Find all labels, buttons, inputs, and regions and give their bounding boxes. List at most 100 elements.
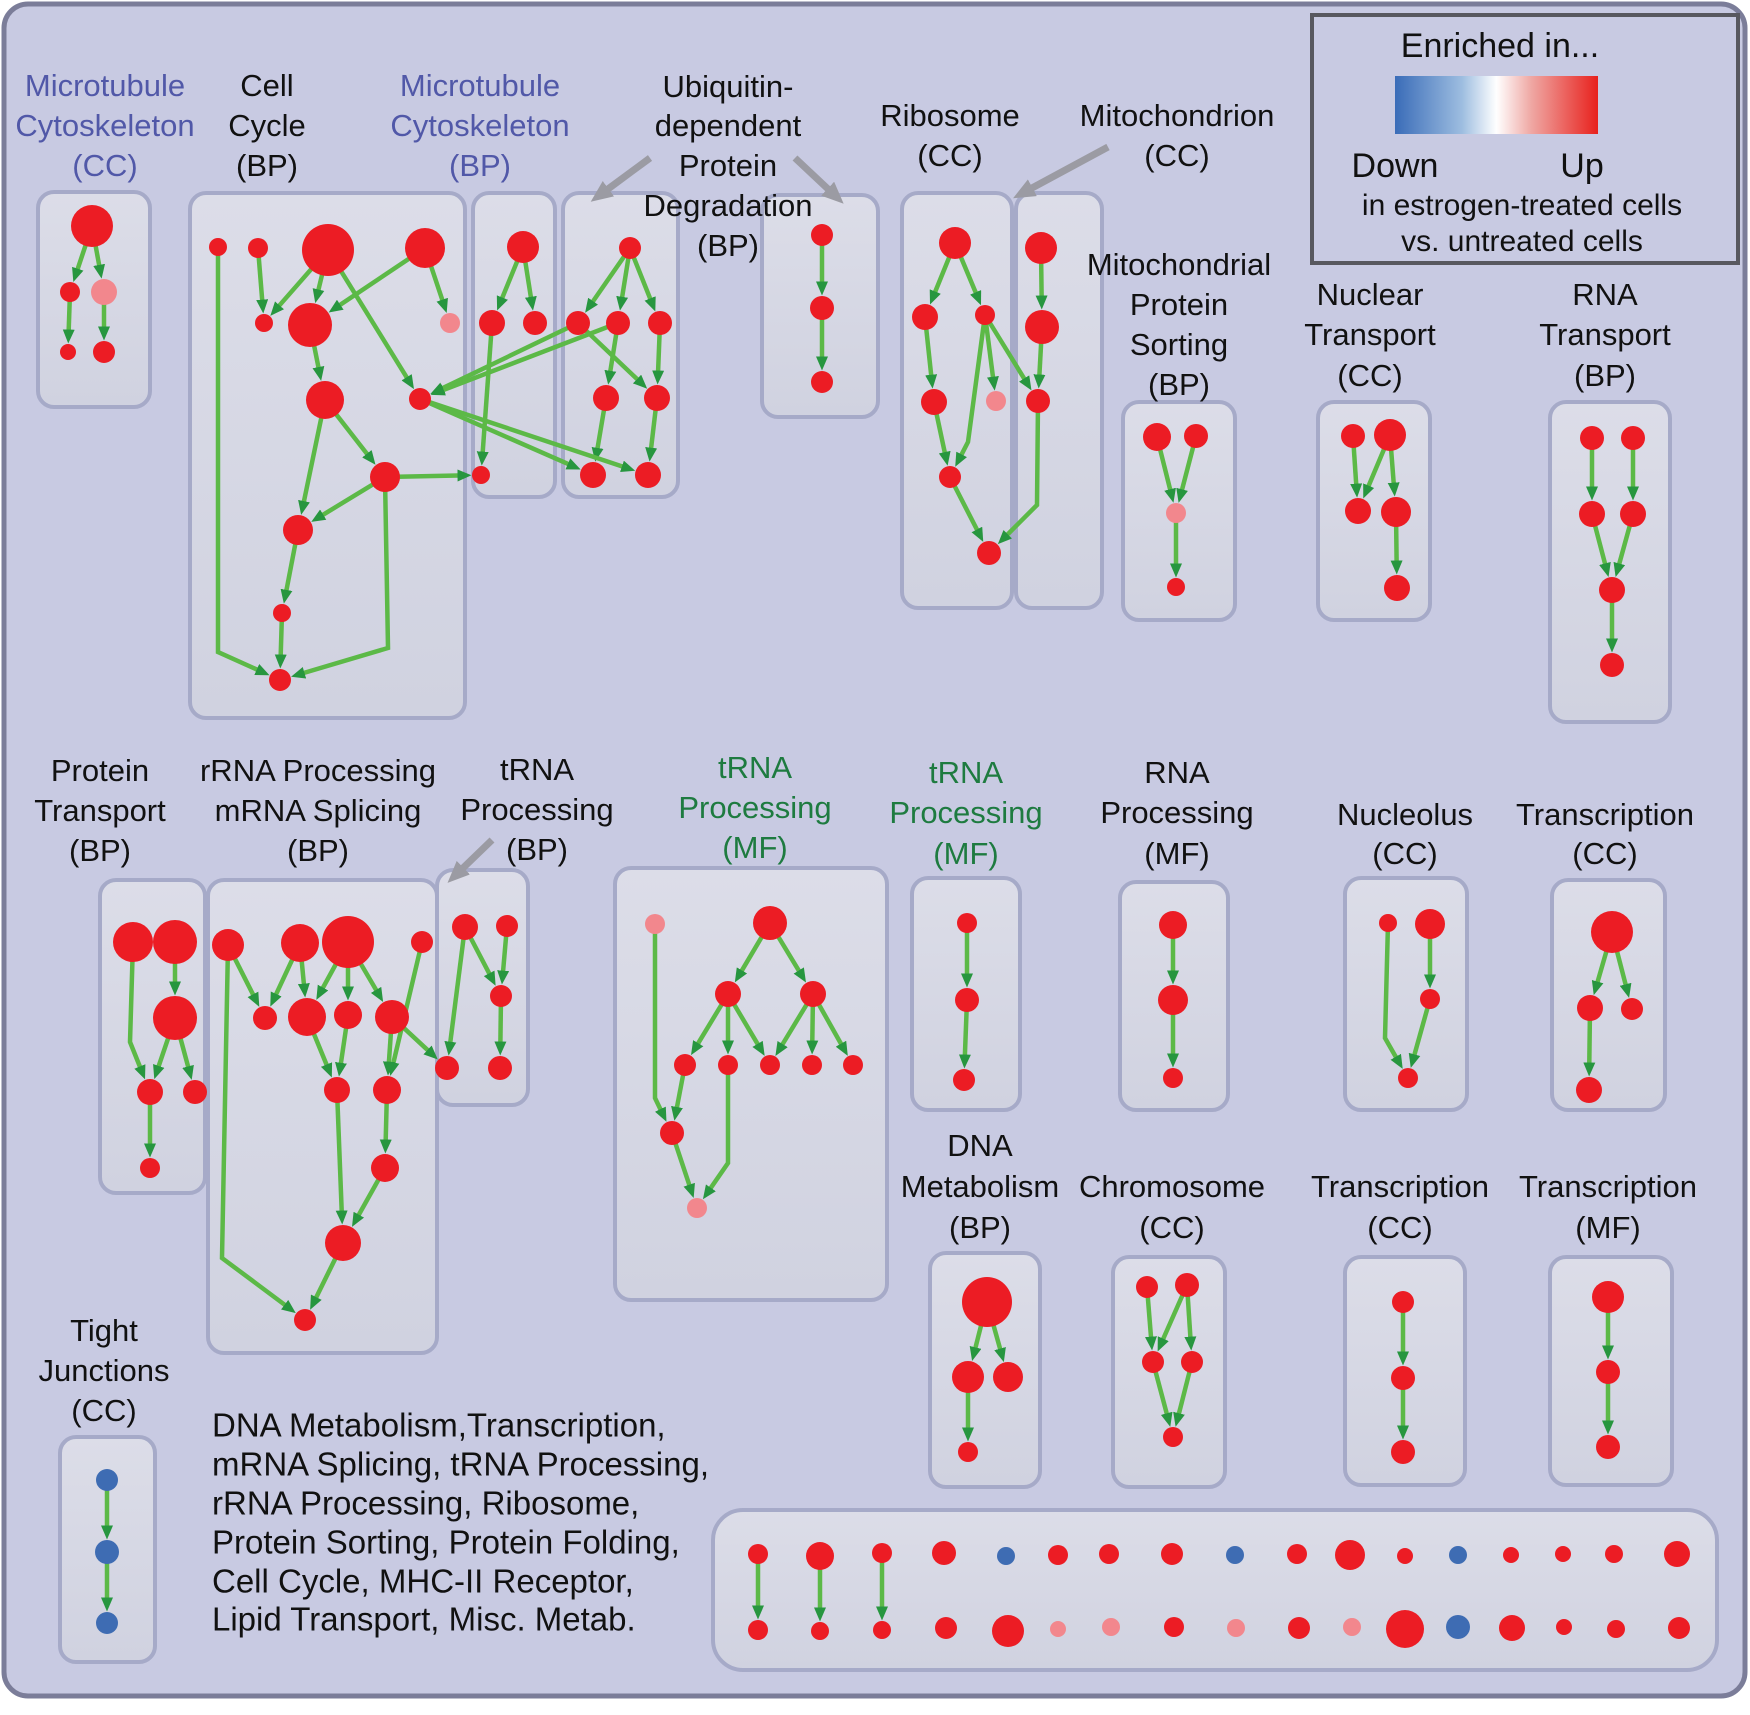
ubiquitin-arrow-right <box>792 155 844 204</box>
go-term-node-cell-cycle-bp-4 <box>255 314 273 332</box>
go-term-node-rrna-processing-mrna-splicing-bp-1 <box>281 924 319 962</box>
legend: Enriched in... Down Up in estrogen-treated … <box>1310 13 1740 265</box>
go-term-node-ubiquitin-degradation-bp-1-7 <box>635 462 661 488</box>
group-label-transcription-cc-bottom: (CC) <box>1367 1210 1432 1245</box>
legend-up-label: Up <box>1560 147 1603 185</box>
group-box-chromosome-cc <box>1111 1255 1227 1489</box>
go-term-node-cell-cycle-bp-0 <box>209 238 227 256</box>
go-term-node-rrna-processing-mrna-splicing-bp-8 <box>324 1077 350 1103</box>
go-term-node-protein-transport-bp-3 <box>137 1079 163 1105</box>
edge-arrow-ubiq1-to-cellcycle-a <box>430 320 579 395</box>
group-label-ribosome-cc: (CC) <box>917 138 982 173</box>
group-label-trna-processing-bp: Processing <box>460 792 613 827</box>
group-label-rrna-processing-mrna-splicing-bp: (BP) <box>287 833 349 868</box>
group-label-tight-junctions-cc: (CC) <box>71 1393 136 1428</box>
group-label-trna-processing-mf-small: tRNA <box>929 755 1003 790</box>
go-term-node-misc-categories-band-3 <box>811 1622 829 1640</box>
go-term-node-ubiquitin-degradation-bp-1-6 <box>580 462 606 488</box>
go-term-node-rna-transport-bp-0 <box>1580 426 1604 450</box>
group-box-misc-categories-band <box>711 1508 1719 1672</box>
go-term-node-rrna-processing-mrna-splicing-bp-3 <box>411 931 433 953</box>
go-term-node-misc-categories-band-17 <box>1227 1619 1245 1637</box>
group-label-transcription-cc-bottom: Transcription <box>1311 1169 1489 1204</box>
group-label-chromosome-cc: (CC) <box>1139 1210 1204 1245</box>
go-term-node-rna-transport-bp-1 <box>1621 426 1645 450</box>
group-label-mitochondrial-protein-sorting-bp: Sorting <box>1130 327 1228 362</box>
go-term-node-rna-transport-bp-4 <box>1599 577 1625 603</box>
go-term-node-microtubule-cytoskeleton-bp-0 <box>507 231 539 263</box>
go-term-node-rna-transport-bp-3 <box>1620 501 1646 527</box>
go-term-node-misc-categories-band-26 <box>1503 1547 1519 1563</box>
go-term-node-trna-processing-bp-3 <box>435 1056 459 1080</box>
go-term-node-misc-categories-band-0 <box>748 1544 768 1564</box>
mitochondrion-arrow <box>1013 143 1110 199</box>
go-term-node-misc-categories-band-33 <box>1668 1617 1690 1639</box>
group-label-rna-processing-mf: (MF) <box>1144 836 1209 871</box>
go-term-node-dna-metabolism-bp-3 <box>958 1442 978 1462</box>
go-term-node-protein-transport-bp-2 <box>153 996 197 1040</box>
group-label-tight-junctions-cc: Junctions <box>39 1353 170 1388</box>
go-term-node-transcription-cc-bottom-2 <box>1391 1440 1415 1464</box>
go-term-node-ribosome-cc-0 <box>939 227 971 259</box>
go-term-node-microtubule-cytoskeleton-cc-1 <box>60 282 80 302</box>
go-term-node-transcription-cc-top-3 <box>1576 1077 1602 1103</box>
layer-boxes <box>36 190 1719 1672</box>
go-term-node-trna-processing-mf-small-1 <box>955 988 979 1012</box>
go-term-node-trna-processing-mf-large-8 <box>843 1055 863 1075</box>
go-term-node-cell-cycle-bp-10 <box>283 515 313 545</box>
go-term-node-trna-processing-mf-large-2 <box>715 981 741 1007</box>
legend-box <box>1310 13 1740 265</box>
go-term-node-rrna-processing-mrna-splicing-bp-11 <box>325 1225 361 1261</box>
go-term-node-transcription-mf-0 <box>1592 1281 1624 1313</box>
go-term-node-transcription-cc-top-1 <box>1577 995 1603 1021</box>
go-term-node-tight-junctions-cc-2 <box>96 1612 118 1634</box>
edge-arrow-mito-to-ribosome <box>997 400 1041 545</box>
go-term-node-cell-cycle-bp-2 <box>302 224 354 276</box>
go-term-node-ribosome-cc-2 <box>975 305 995 325</box>
go-term-node-rna-processing-mf-2 <box>1163 1068 1183 1088</box>
summary-text-line: Protein Sorting, Protein Folding, <box>212 1524 680 1561</box>
go-term-node-chromosome-cc-2 <box>1142 1351 1164 1373</box>
group-label-trna-processing-mf-small: (MF) <box>933 836 998 871</box>
group-label-trna-processing-mf-small: Processing <box>889 795 1042 830</box>
go-term-node-trna-processing-mf-small-0 <box>957 913 977 933</box>
layer-labels: Microtubule Cytoskeleton (CC) Cell Cycle (BP)… <box>15 68 1697 1638</box>
group-label-microtubule-cytoskeleton-bp: Cytoskeleton <box>390 108 569 143</box>
group-box-nuclear-transport-cc <box>1316 400 1432 622</box>
group-label-protein-transport-bp: Protein <box>51 753 149 788</box>
go-term-node-misc-categories-band-18 <box>1287 1544 1307 1564</box>
ubiquitin-label: dependent <box>655 108 802 143</box>
edge-arrow-protein-transport-bp <box>127 941 146 1080</box>
go-term-node-microtubule-cytoskeleton-cc-3 <box>60 344 76 360</box>
group-label-nuclear-transport-cc: (CC) <box>1337 358 1402 393</box>
group-label-transcription-mf: Transcription <box>1519 1169 1697 1204</box>
group-label-rrna-processing-mrna-splicing-bp: mRNA Splicing <box>215 793 422 828</box>
group-label-nucleolus-cc: Nucleolus <box>1337 797 1473 832</box>
go-term-node-nuclear-transport-cc-4 <box>1384 575 1410 601</box>
edge-arrow-cell-cycle-bp <box>215 247 270 676</box>
summary-text-line: rRNA Processing, Ribosome, <box>212 1485 639 1522</box>
legend-subtitle-2: vs. untreated cells <box>1401 225 1643 258</box>
ubiquitin-label: Ubiquitin- <box>663 69 794 104</box>
go-term-node-misc-categories-band-23 <box>1386 1610 1424 1648</box>
go-term-node-ubiquitin-degradation-bp-1-2 <box>606 311 630 335</box>
go-term-node-rna-transport-bp-2 <box>1579 501 1605 527</box>
group-label-dna-metabolism-bp: (BP) <box>949 1210 1011 1245</box>
group-label-protein-transport-bp: (BP) <box>69 833 131 868</box>
go-term-node-nuclear-transport-cc-3 <box>1381 497 1411 527</box>
go-term-node-protein-transport-bp-0 <box>113 922 153 962</box>
group-box-transcription-cc-top <box>1550 878 1667 1112</box>
group-label-dna-metabolism-bp: DNA <box>947 1128 1013 1163</box>
go-term-node-rna-processing-mf-0 <box>1159 911 1187 939</box>
group-label-trna-processing-mf-large: Processing <box>678 790 831 825</box>
go-term-node-trna-processing-mf-large-3 <box>800 981 826 1007</box>
go-term-node-trna-processing-mf-small-2 <box>953 1069 975 1091</box>
group-label-rna-transport-bp: (BP) <box>1574 358 1636 393</box>
go-term-node-misc-categories-band-13 <box>1102 1618 1120 1636</box>
go-term-node-misc-categories-band-24 <box>1449 1546 1467 1564</box>
go-term-node-transcription-cc-bottom-0 <box>1392 1291 1414 1313</box>
go-term-node-rrna-processing-mrna-splicing-bp-4 <box>253 1006 277 1030</box>
go-term-node-ubiquitin-degradation-bp-1-1 <box>566 311 590 335</box>
go-term-node-misc-categories-band-29 <box>1556 1619 1572 1635</box>
